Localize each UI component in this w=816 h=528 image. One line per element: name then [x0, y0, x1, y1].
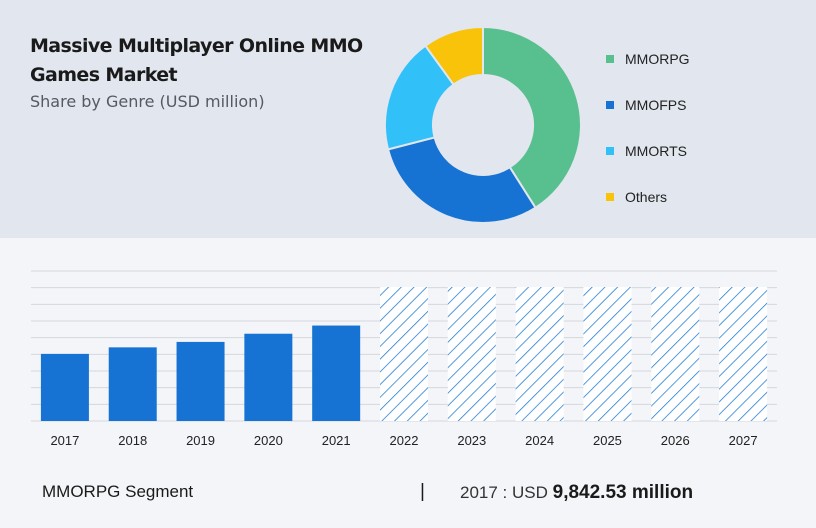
- x-tick-label: 2022: [390, 433, 419, 448]
- legend-item-mmorpg: MMORPG: [603, 48, 690, 94]
- forecast-bar-2024: [515, 287, 564, 421]
- legend-label: MMORPG: [625, 51, 690, 67]
- legend-label: Others: [625, 189, 668, 205]
- genre-donut-chart: [384, 25, 582, 224]
- legend-swatch: [606, 55, 614, 63]
- segment-label: MMORPG Segment: [42, 482, 194, 501]
- segment-value-amount: 9,842.53 million: [552, 482, 694, 503]
- forecast-bar-2022: [380, 287, 428, 421]
- x-tick-label: 2023: [457, 433, 486, 448]
- bar-2020: [244, 333, 293, 421]
- segment-value-prefix: 2017 : USD: [460, 483, 548, 502]
- x-tick-label: 2019: [186, 433, 215, 448]
- x-tick-label: 2027: [729, 433, 758, 448]
- x-tick-label: 2018: [118, 433, 147, 448]
- forecast-bar-2023: [447, 287, 496, 421]
- legend-swatch: [606, 147, 614, 155]
- bar-2018: [108, 347, 157, 421]
- donut-slice-others: [424, 25, 484, 86]
- bar-2019: [176, 341, 225, 421]
- segment-value: 2017 : USD 9,842.53 million: [460, 482, 693, 504]
- x-tick-label: 2021: [322, 433, 351, 448]
- legend-label: MMOFPS: [625, 97, 687, 113]
- x-tick-label: 2026: [661, 433, 690, 448]
- market-bar-chart: 2017 2018 2019 2020 2021 2022 2023 2024 2025 2026…: [31, 270, 777, 448]
- legend-swatch: [606, 101, 614, 109]
- legend-label: MMORTS: [625, 143, 687, 159]
- bar-2017: [40, 353, 89, 421]
- footer-separator: |: [420, 481, 425, 502]
- x-tick-label: 2024: [525, 433, 554, 448]
- legend-item-mmorts: MMORTS: [603, 140, 690, 186]
- legend-item-mmofps: MMOFPS: [603, 94, 690, 140]
- donut-slice-mmorpg: [482, 25, 582, 210]
- chart-subtitle: Share by Genre (USD million): [30, 92, 265, 111]
- legend-item-others: Others: [603, 186, 690, 232]
- x-tick-label: 2020: [254, 433, 283, 448]
- donut-legend: MMORPG MMOFPS MMORTS Others: [603, 48, 690, 232]
- donut-slice-mmofps: [386, 136, 537, 224]
- x-tick-label: 2017: [50, 433, 79, 448]
- bar-2021: [312, 325, 361, 421]
- forecast-bar-2026: [651, 287, 700, 421]
- forecast-bar-2025: [583, 287, 632, 421]
- chart-title: Massive Multiplayer Online MMO Games Mar…: [30, 35, 363, 86]
- legend-swatch: [606, 193, 614, 201]
- x-tick-label: 2025: [593, 433, 622, 448]
- forecast-bar-2027: [719, 287, 768, 421]
